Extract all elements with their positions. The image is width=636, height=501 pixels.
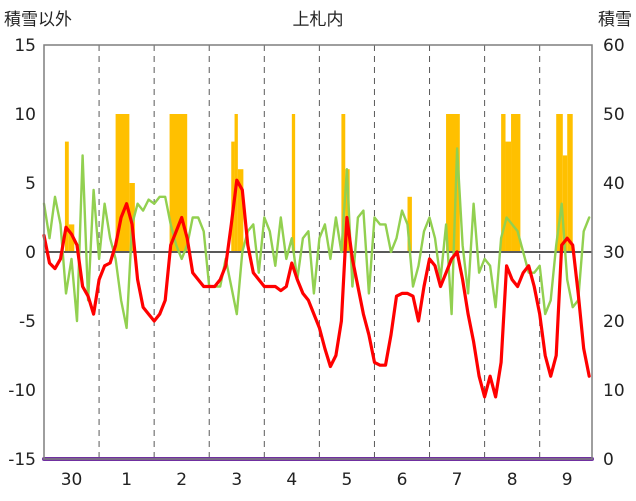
right-tick-label: 60 — [603, 36, 625, 56]
x-tick-label: 7 — [452, 470, 463, 490]
precip-bar-2 — [115, 114, 130, 252]
x-tick-label: 1 — [121, 470, 132, 490]
precip-bar-16 — [556, 114, 563, 252]
precip-bar-0 — [64, 141, 69, 252]
precip-bar-18 — [567, 114, 573, 252]
x-tick-label: 4 — [286, 470, 297, 490]
precip-bars — [64, 114, 573, 252]
left-tick-label: -10 — [8, 381, 36, 401]
right-tick-label: 20 — [603, 312, 625, 332]
x-tick-label: 9 — [562, 470, 573, 490]
x-tick-label: 6 — [397, 470, 408, 490]
x-tick-label: 5 — [342, 470, 353, 490]
precip-bar-13 — [501, 114, 506, 252]
precip-bar-5 — [231, 141, 235, 252]
precip-bar-3 — [129, 183, 135, 252]
right-tick-label: 50 — [603, 105, 625, 125]
precip-bar-1 — [68, 224, 75, 252]
precip-bar-9 — [341, 114, 346, 252]
plot-frame — [43, 44, 593, 460]
left-tick-label: 10 — [14, 105, 36, 125]
precip-bar-15 — [511, 114, 521, 252]
red-series-line — [42, 178, 591, 399]
precip-bar-10 — [345, 169, 350, 252]
left-tick-label: 5 — [25, 174, 36, 194]
left-tick-label: -5 — [19, 312, 36, 332]
chart-title: 上札内 — [293, 10, 344, 30]
green-series-line — [42, 147, 591, 330]
precip-bar-8 — [291, 114, 296, 252]
precip-bar-17 — [562, 155, 568, 252]
right-tick-label: 0 — [603, 450, 614, 470]
x-axis-ticks: 30 1 2 3 4 5 6 7 8 9 — [61, 470, 573, 490]
precip-bar-11 — [407, 196, 412, 252]
x-tick-label: 8 — [507, 470, 518, 490]
right-tick-label: 10 — [603, 381, 625, 401]
left-tick-label: 15 — [14, 36, 36, 56]
precip-bar-14 — [505, 141, 512, 252]
right-tick-label: 30 — [603, 243, 625, 263]
right-tick-label: 40 — [603, 174, 625, 194]
precip-bar-7 — [237, 169, 244, 252]
x-tick-label: 3 — [231, 470, 242, 490]
precip-bar-12 — [446, 114, 460, 252]
x-tick-label: 30 — [61, 470, 83, 490]
left-tick-label: 0 — [25, 243, 36, 263]
left-tick-label: -15 — [8, 450, 36, 470]
left-axis-label: 積雪以外 — [4, 10, 72, 30]
x-tick-label: 2 — [176, 470, 187, 490]
left-axis-ticks: 15 10 5 0 -5 -10 -15 — [8, 36, 36, 470]
right-axis-ticks: 60 50 40 30 20 10 0 — [603, 36, 625, 470]
right-axis-label: 積雪 — [598, 10, 632, 30]
